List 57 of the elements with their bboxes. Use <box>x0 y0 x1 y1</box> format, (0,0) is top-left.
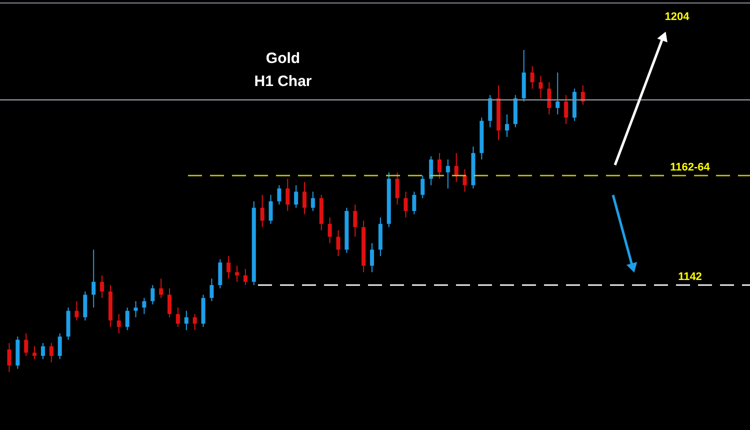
candlestick <box>547 82 552 115</box>
annotation: 1142 <box>678 271 702 284</box>
chart-title: Gold <box>266 50 300 67</box>
candlestick <box>58 332 62 360</box>
candlestick <box>192 314 197 331</box>
candlestick <box>404 191 408 218</box>
candlestick <box>260 194 264 228</box>
candlestick <box>218 258 222 289</box>
candlestick <box>488 94 492 128</box>
candlestick <box>504 114 509 138</box>
candlestick <box>268 194 273 224</box>
candlestick <box>100 274 104 298</box>
text: H1 Char <box>254 73 312 90</box>
candlestick <box>134 300 138 318</box>
candlestick <box>462 168 467 192</box>
candlestick <box>150 284 155 305</box>
candlestick <box>176 307 180 328</box>
candlestick <box>24 332 28 356</box>
annotation: 1162-64 <box>670 162 711 174</box>
candlestick <box>243 268 248 286</box>
candlestick <box>395 172 400 206</box>
candlestick <box>83 291 88 321</box>
candlestick <box>92 249 96 308</box>
candlestick <box>32 346 37 360</box>
candlestick <box>454 152 458 183</box>
candlestick <box>226 256 231 280</box>
candlestick <box>294 184 298 208</box>
candlestick <box>336 230 340 257</box>
candlestick <box>49 342 54 363</box>
candlestick <box>74 300 79 321</box>
candlestick <box>40 342 45 360</box>
candlestick <box>235 265 240 282</box>
candlestick <box>328 216 332 244</box>
candlestick <box>437 152 442 180</box>
candlestick <box>412 191 416 215</box>
candlestick <box>353 204 358 238</box>
candlestick <box>420 175 425 199</box>
candlestick <box>184 310 188 331</box>
candlestick <box>210 278 214 302</box>
candlestick <box>159 278 164 298</box>
candlestick <box>556 72 560 115</box>
candlestick <box>310 191 315 212</box>
candlestick <box>142 297 146 315</box>
candlestick <box>370 242 374 273</box>
candlestick <box>168 288 172 318</box>
candlestick <box>564 94 568 125</box>
candlestick <box>125 307 130 331</box>
candlestick <box>286 178 290 212</box>
text: 1204 <box>664 11 690 23</box>
candlestick <box>530 66 534 90</box>
candlestick <box>116 314 121 334</box>
candlestick <box>302 182 307 215</box>
candlestick <box>446 158 450 189</box>
candlestick <box>277 184 282 206</box>
candlestick <box>538 75 543 99</box>
candlestick <box>7 342 12 372</box>
candlestick <box>429 156 434 186</box>
